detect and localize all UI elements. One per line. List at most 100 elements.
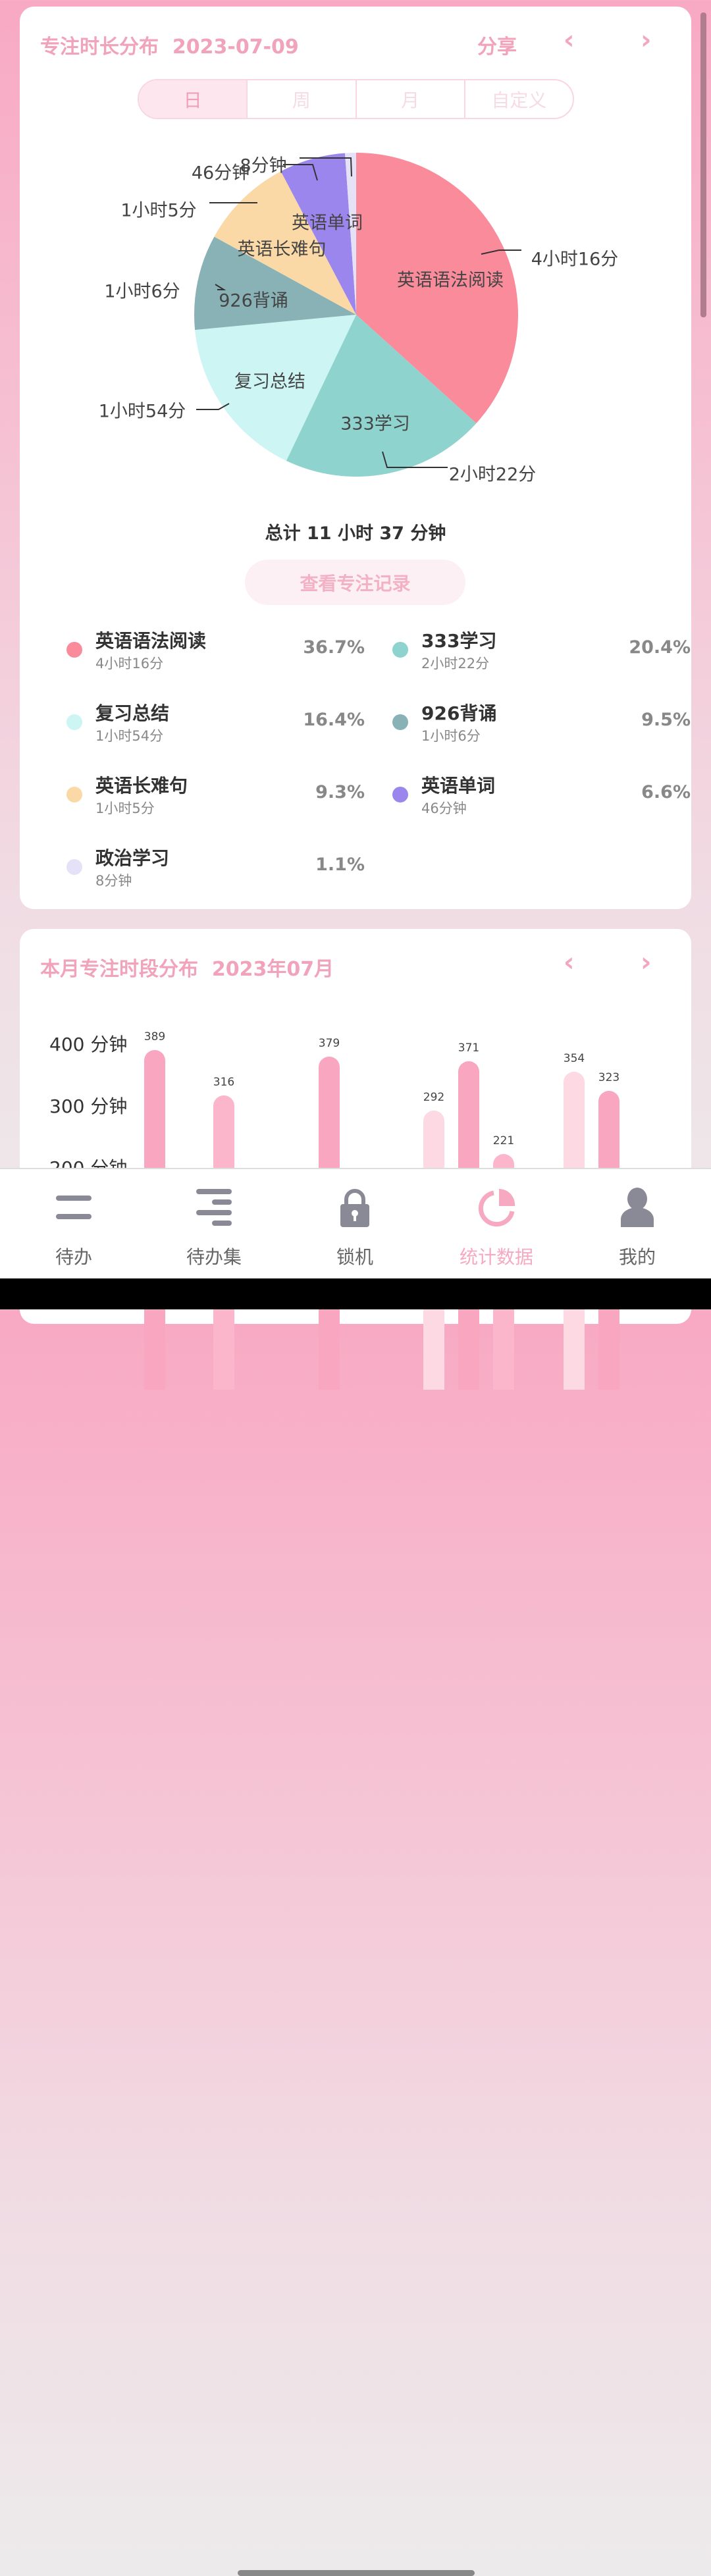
legend-name: 政治学习 bbox=[95, 847, 170, 869]
legend-color-dot bbox=[66, 787, 82, 802]
prev-month-button[interactable]: ‹ bbox=[564, 947, 575, 978]
focus-duration-card: 专注时长分布 2023-07-09 分享 ‹ › 日 周 月 自定义 英语语法阅… bbox=[20, 7, 691, 909]
nav-label: 待办集 bbox=[186, 1246, 242, 1268]
legend-percent: 9.3% bbox=[315, 782, 365, 802]
user-icon bbox=[621, 1188, 654, 1227]
next-month-button[interactable]: › bbox=[641, 947, 652, 978]
bar-value-label: 323 bbox=[598, 1071, 620, 1085]
legend-duration: 1小时54分 bbox=[95, 728, 164, 744]
legend-duration: 46分钟 bbox=[421, 801, 467, 816]
pie-outer-label: 1小时5分 bbox=[120, 200, 197, 221]
share-button[interactable]: 分享 bbox=[477, 36, 517, 59]
nav-todo-set[interactable]: 待办集 bbox=[148, 1169, 280, 1280]
legend-color-dot bbox=[66, 642, 82, 658]
pie-slice[interactable] bbox=[356, 153, 518, 423]
scrollbar[interactable] bbox=[700, 13, 706, 317]
leader-lines bbox=[196, 157, 521, 468]
legend-name: 英语长难句 bbox=[95, 775, 188, 797]
nav-label: 待办 bbox=[55, 1246, 92, 1268]
tab-day[interactable]: 日 bbox=[139, 80, 248, 118]
legend-duration: 4小时16分 bbox=[95, 656, 164, 671]
legend-color-dot bbox=[392, 714, 408, 730]
tab-week[interactable]: 周 bbox=[248, 80, 357, 118]
todo-icon bbox=[56, 1196, 92, 1219]
y-tick-label: 400 分钟 bbox=[49, 1034, 128, 1055]
legend-name: 英语语法阅读 bbox=[95, 630, 207, 652]
pie-slice[interactable] bbox=[194, 236, 356, 330]
pie-slice[interactable] bbox=[280, 153, 356, 315]
pie-outer-label: 1小时6分 bbox=[104, 281, 180, 302]
bar-value-label: 389 bbox=[144, 1030, 166, 1044]
pie-label: 英语语法阅读 bbox=[397, 270, 504, 291]
bar-value-label: 354 bbox=[563, 1052, 585, 1066]
legend-duration: 1小时6分 bbox=[421, 728, 481, 744]
bar-value-label: 292 bbox=[423, 1090, 445, 1104]
total-duration: 总计 11 小时 37 分钟 bbox=[265, 523, 446, 544]
legend-item: 926背诵 1小时6分 9.5% bbox=[392, 699, 691, 758]
leader-line bbox=[481, 250, 521, 255]
legend-item: 复习总结 1小时54分 16.4% bbox=[66, 699, 365, 758]
bar-value-label: 371 bbox=[458, 1041, 480, 1055]
legend-color-dot bbox=[66, 714, 82, 730]
bar-value-label: 221 bbox=[492, 1134, 515, 1148]
leader-line bbox=[283, 164, 318, 181]
home-handle[interactable] bbox=[238, 2570, 475, 2576]
legend-color-dot bbox=[66, 859, 82, 875]
pie-label: 复习总结 bbox=[234, 371, 305, 392]
pie-label: 英语长难句 bbox=[237, 239, 327, 260]
legend-percent: 9.5% bbox=[641, 710, 691, 730]
legend-item: 英语单词 46分钟 6.6% bbox=[392, 772, 691, 831]
legend-percent: 20.4% bbox=[629, 637, 691, 658]
legend-duration: 8分钟 bbox=[95, 873, 132, 889]
pie-outer-label: 8分钟 bbox=[240, 155, 287, 176]
period-segmented-control: 日 周 月 自定义 bbox=[138, 79, 574, 119]
pie-slice[interactable] bbox=[345, 153, 356, 315]
nav-todo[interactable]: 待办 bbox=[8, 1169, 140, 1280]
legend-item: 英语长难句 1小时5分 9.3% bbox=[66, 772, 365, 831]
nav-statistics[interactable]: 统计数据 bbox=[431, 1169, 562, 1280]
leader-line bbox=[196, 403, 230, 410]
legend-duration: 2小时22分 bbox=[421, 656, 490, 671]
nav-label: 统计数据 bbox=[459, 1246, 533, 1268]
bar-value-label: 379 bbox=[318, 1036, 340, 1050]
tab-month[interactable]: 月 bbox=[357, 80, 465, 118]
legend-name: 复习总结 bbox=[95, 702, 170, 724]
prev-day-button[interactable]: ‹ bbox=[564, 25, 575, 55]
y-tick-label: 300 分钟 bbox=[49, 1095, 128, 1117]
legend-name: 英语单词 bbox=[421, 775, 496, 797]
pie-slice[interactable] bbox=[214, 171, 356, 315]
legend-item: 333学习 2小时22分 20.4% bbox=[392, 627, 691, 686]
legend-name: 926背诵 bbox=[421, 702, 497, 724]
leader-line bbox=[215, 284, 226, 290]
nav-profile[interactable]: 我的 bbox=[571, 1169, 703, 1280]
leader-line bbox=[382, 451, 448, 468]
nav-lock[interactable]: 锁机 bbox=[289, 1169, 421, 1280]
pie-outer-label: 1小时54分 bbox=[98, 401, 186, 422]
next-day-button[interactable]: › bbox=[641, 25, 652, 55]
legend-color-dot bbox=[392, 787, 408, 802]
pie-label: 333学习 bbox=[340, 413, 410, 434]
pie-outer-label: 4小时16分 bbox=[531, 249, 619, 270]
pie-slice[interactable] bbox=[286, 315, 477, 477]
legend-name: 333学习 bbox=[421, 630, 497, 652]
legend-item: 英语语法阅读 4小时16分 36.7% bbox=[66, 627, 365, 686]
pie-chart bbox=[194, 153, 521, 477]
nav-label: 我的 bbox=[618, 1246, 656, 1268]
card-title: 专注时长分布 2023-07-09 bbox=[40, 36, 299, 59]
bottom-nav: 待办 待办集 锁机 统计数据 我的 bbox=[0, 1168, 711, 1278]
pie-slice[interactable] bbox=[195, 315, 356, 461]
pie-outer-label: 46分钟 bbox=[191, 163, 250, 184]
pie-chart-icon bbox=[478, 1188, 515, 1227]
lock-icon bbox=[340, 1189, 369, 1227]
legend-color-dot bbox=[392, 642, 408, 658]
card-title: 本月专注时段分布 2023年07月 bbox=[40, 958, 334, 981]
legend-percent: 6.6% bbox=[641, 782, 691, 802]
bar-value-label: 316 bbox=[213, 1075, 235, 1089]
pie-label: 英语单词 bbox=[292, 213, 363, 234]
leader-line bbox=[300, 157, 352, 177]
nav-label: 锁机 bbox=[336, 1246, 373, 1268]
system-nav-bar bbox=[0, 1278, 711, 2576]
pie-label: 926背诵 bbox=[219, 290, 288, 311]
tab-custom[interactable]: 自定义 bbox=[491, 89, 547, 111]
view-records-button[interactable]: 查看专注记录 bbox=[245, 560, 465, 605]
